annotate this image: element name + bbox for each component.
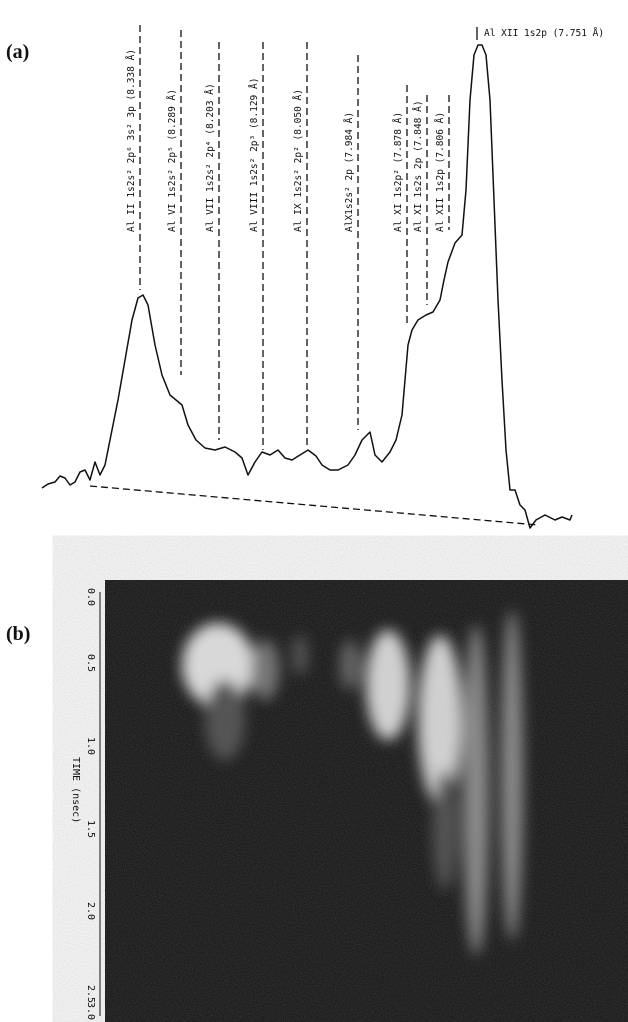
line-label: Al II 1s2s² 2p⁶ 3s² 3p (8.338 Å) bbox=[125, 49, 137, 232]
tick-label: 3.0 bbox=[85, 1002, 96, 1020]
line-labels: Al II 1s2s² 2p⁶ 3s² 3p (8.338 Å) Al VI 1… bbox=[125, 27, 604, 232]
panel-label: (a) bbox=[6, 41, 29, 63]
tick-label: 0.5 bbox=[85, 654, 96, 672]
time-axis: 0.0 0.5 1.0 1.5 2.0 2.5 3.0 TIME (nsec) bbox=[70, 588, 101, 1020]
line-label: Al XI 1s2s 2p (7.848 Å) bbox=[412, 100, 424, 232]
line-label: AlX1s2s² 2p (7.984 Å) bbox=[343, 112, 355, 232]
tick-label: 1.0 bbox=[85, 737, 96, 755]
line-label: Al XII 1s2p (7.751 Å) bbox=[484, 27, 604, 39]
tick-label: 2.0 bbox=[85, 902, 96, 920]
panel-label: (b) bbox=[6, 623, 30, 645]
baseline bbox=[89, 485, 539, 526]
tick-label: 1.5 bbox=[85, 820, 96, 838]
line-label: Al VII 1s2s² 2p⁴ (8.203 Å) bbox=[204, 83, 216, 232]
line-label: Al VIII 1s2s² 2p³ (8.129 Å) bbox=[248, 78, 260, 232]
streak-image bbox=[105, 580, 628, 1022]
spectrum-trace bbox=[41, 44, 573, 529]
line-label: Al XII 1s2p (7.806 Å) bbox=[434, 112, 446, 232]
line-label: Al IX 1s2s² 2p² (8.050 Å) bbox=[292, 89, 304, 232]
line-label: Al VI 1s2s² 2p⁵ (8.289 Å) bbox=[166, 89, 178, 232]
tick-label: 2.5 bbox=[85, 985, 96, 1003]
axis-title: TIME (nsec) bbox=[70, 757, 81, 823]
reference-lines bbox=[139, 25, 478, 450]
tick-label: 0.0 bbox=[85, 588, 96, 606]
line-label: Al XI 1s2p² (7.878 Å) bbox=[392, 112, 404, 232]
